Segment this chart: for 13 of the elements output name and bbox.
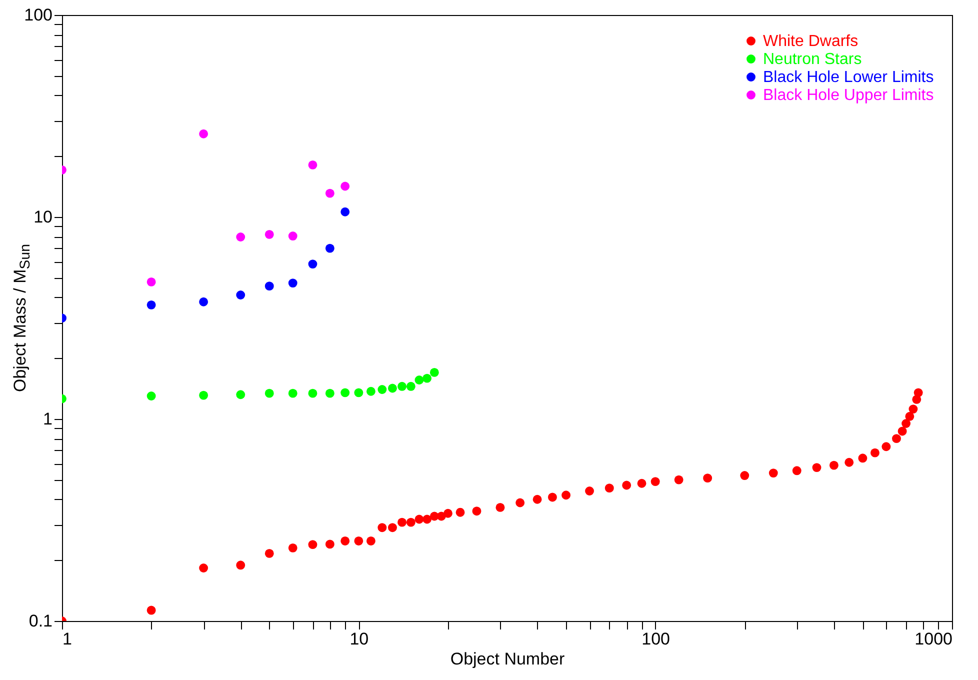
legend-label: Black Hole Lower Limits bbox=[763, 69, 934, 86]
x-tick-label: 1 bbox=[62, 630, 72, 648]
y-tick-label: 100 bbox=[24, 6, 52, 24]
x-tick-label: 10 bbox=[350, 630, 369, 648]
x-axis-title: Object Number bbox=[450, 650, 565, 668]
legend-label: White Dwarfs bbox=[763, 33, 858, 50]
x-tick-label: 1000 bbox=[914, 630, 952, 648]
x-tick-label: 100 bbox=[642, 630, 670, 648]
y-tick-label: 1 bbox=[43, 410, 52, 428]
y-tick-label: 10 bbox=[34, 208, 52, 226]
y-tick-label: 0.1 bbox=[28, 612, 52, 630]
legend-label: Black Hole Upper Limits bbox=[763, 87, 934, 104]
legend-label: Neutron Stars bbox=[763, 51, 862, 68]
